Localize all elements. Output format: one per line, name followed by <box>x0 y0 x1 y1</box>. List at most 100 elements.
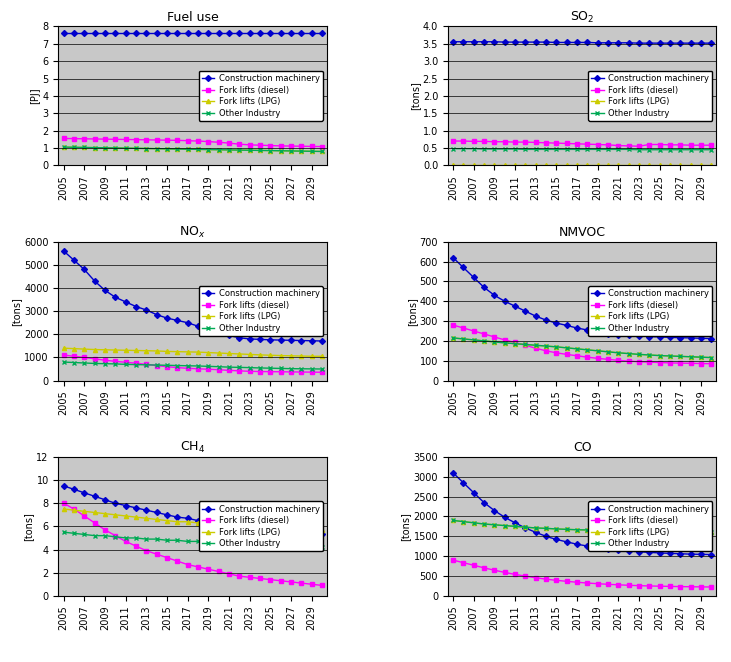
Construction machinery <box>266 525 275 533</box>
Construction machinery <box>245 29 254 37</box>
Fork lifts (diesel) <box>204 565 213 573</box>
Fork lifts (LPG) <box>645 351 654 359</box>
Fork lifts (LPG) <box>542 342 550 350</box>
Other Industry <box>235 363 243 371</box>
Fork lifts (diesel) <box>635 357 643 365</box>
Fork lifts (LPG) <box>194 519 202 527</box>
Construction machinery <box>101 496 110 504</box>
Other Industry <box>214 539 223 547</box>
Construction machinery <box>490 506 499 514</box>
Construction machinery <box>521 524 530 532</box>
Construction machinery <box>80 489 88 496</box>
Construction machinery <box>276 336 285 344</box>
Fork lifts (diesel) <box>152 361 161 369</box>
Fork lifts (LPG) <box>614 526 623 534</box>
Fork lifts (diesel) <box>697 359 705 367</box>
Other Industry <box>59 358 68 366</box>
Construction machinery <box>521 38 530 46</box>
Fork lifts (LPG) <box>552 525 561 533</box>
Fork lifts (diesel) <box>69 134 78 142</box>
Other Industry <box>245 363 254 371</box>
Fork lifts (LPG) <box>121 512 130 520</box>
Fork lifts (LPG) <box>287 352 295 359</box>
Fork lifts (diesel) <box>101 356 110 364</box>
Other Industry <box>604 348 613 355</box>
Construction machinery <box>80 29 88 37</box>
Other Industry <box>459 518 468 526</box>
Fork lifts (diesel) <box>531 344 540 352</box>
Fork lifts (diesel) <box>521 138 530 146</box>
Construction machinery <box>214 519 223 527</box>
Construction machinery <box>635 332 643 340</box>
Construction machinery <box>142 29 151 37</box>
Fork lifts (diesel) <box>297 368 306 376</box>
Other Industry <box>624 526 633 534</box>
Fork lifts (LPG) <box>645 161 654 169</box>
Other Industry <box>214 146 223 154</box>
Y-axis label: [tons]: [tons] <box>407 297 417 326</box>
Fork lifts (LPG) <box>655 161 664 169</box>
Fork lifts (diesel) <box>521 572 530 580</box>
Construction machinery <box>173 513 181 521</box>
Fork lifts (LPG) <box>183 518 192 526</box>
Fork lifts (diesel) <box>459 324 468 332</box>
Other Industry <box>101 144 110 152</box>
Construction machinery <box>287 29 295 37</box>
Fork lifts (LPG) <box>276 352 285 359</box>
Other Industry <box>162 536 171 544</box>
Line: Fork lifts (diesel): Fork lifts (diesel) <box>451 139 713 148</box>
Fork lifts (diesel) <box>317 142 326 150</box>
Fork lifts (diesel) <box>69 505 78 513</box>
Fork lifts (diesel) <box>307 368 316 376</box>
Construction machinery <box>676 549 685 557</box>
Fork lifts (diesel) <box>594 580 602 588</box>
Line: Other Industry: Other Industry <box>451 336 713 359</box>
Fork lifts (diesel) <box>686 359 695 367</box>
Fork lifts (diesel) <box>490 138 499 146</box>
Other Industry <box>173 536 181 544</box>
Other Industry <box>686 353 695 361</box>
Construction machinery <box>235 521 243 529</box>
Fork lifts (diesel) <box>80 512 88 520</box>
Other Industry <box>697 146 705 154</box>
Fork lifts (LPG) <box>614 349 623 357</box>
Fork lifts (diesel) <box>276 368 285 376</box>
Other Industry <box>542 524 550 532</box>
Other Industry <box>132 144 140 152</box>
Fork lifts (LPG) <box>245 146 254 154</box>
Fork lifts (diesel) <box>552 139 561 147</box>
Y-axis label: [tons]: [tons] <box>410 81 420 111</box>
Construction machinery <box>697 334 705 342</box>
Fork lifts (diesel) <box>152 136 161 144</box>
Construction machinery <box>531 312 540 320</box>
Other Industry <box>707 528 716 536</box>
Construction machinery <box>583 326 591 334</box>
Other Industry <box>276 365 285 373</box>
Construction machinery <box>235 334 243 342</box>
Fork lifts (diesel) <box>624 581 633 589</box>
Fork lifts (LPG) <box>469 161 478 169</box>
Other Industry <box>542 146 550 154</box>
Fork lifts (diesel) <box>276 142 285 150</box>
Other Industry <box>490 521 499 529</box>
Construction machinery <box>697 550 705 558</box>
Fork lifts (diesel) <box>245 367 254 375</box>
Fork lifts (LPG) <box>245 350 254 358</box>
Fork lifts (diesel) <box>707 583 716 591</box>
Fork lifts (LPG) <box>480 161 488 169</box>
Fork lifts (diesel) <box>266 576 275 584</box>
Fork lifts (diesel) <box>480 564 488 572</box>
Line: Construction machinery: Construction machinery <box>61 31 324 36</box>
Fork lifts (diesel) <box>449 556 458 564</box>
Fork lifts (LPG) <box>542 524 550 532</box>
Fork lifts (LPG) <box>686 353 695 361</box>
Fork lifts (LPG) <box>594 526 602 534</box>
Fork lifts (LPG) <box>132 346 140 354</box>
Construction machinery <box>183 29 192 37</box>
Other Industry <box>665 352 674 360</box>
Other Industry <box>510 145 519 153</box>
Fork lifts (LPG) <box>80 507 88 515</box>
Other Industry <box>69 143 78 151</box>
Construction machinery <box>480 283 488 291</box>
Other Industry <box>287 542 295 550</box>
